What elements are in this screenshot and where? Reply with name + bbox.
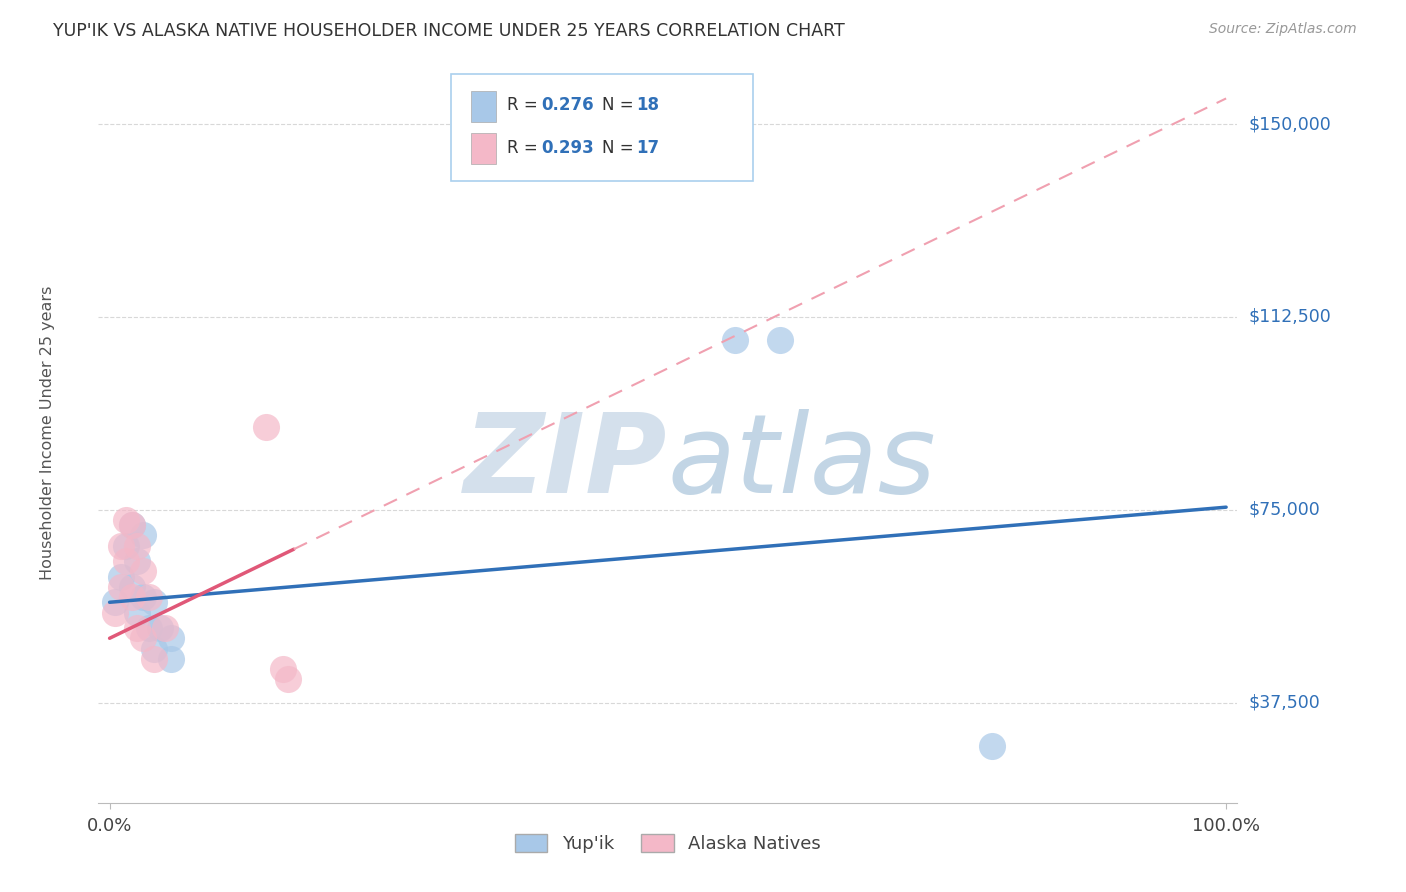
Legend: Yup'ik, Alaska Natives: Yup'ik, Alaska Natives [508,827,828,861]
Point [115,513,138,527]
Point [155,621,177,635]
Text: R =: R = [508,138,543,157]
Text: ZIP: ZIP [464,409,668,516]
FancyBboxPatch shape [451,73,754,181]
Point [254,420,277,434]
Point [768,333,790,347]
Text: Source: ZipAtlas.com: Source: ZipAtlas.com [1209,22,1357,37]
Text: atlas: atlas [668,409,936,516]
Text: 17: 17 [636,138,659,157]
Point [149,621,172,635]
Text: N =: N = [602,96,638,114]
Point [138,621,160,635]
Point [127,606,149,620]
Point [121,590,143,604]
Point [127,621,149,635]
Point [138,590,160,604]
Text: 18: 18 [636,96,659,114]
FancyBboxPatch shape [471,91,496,121]
Point [110,580,132,594]
Point [121,518,143,533]
Point [143,641,166,656]
Point [104,595,127,609]
Point [132,590,155,604]
Point [115,554,138,568]
Point [277,673,299,687]
Point [143,652,166,666]
Point [104,606,127,620]
Text: 0.276: 0.276 [541,96,595,114]
Text: R =: R = [508,96,543,114]
Point [132,528,155,542]
Point [127,539,149,553]
Point [110,539,132,553]
Text: $37,500: $37,500 [1249,694,1320,712]
Text: 0.293: 0.293 [541,138,595,157]
Text: $112,500: $112,500 [1249,308,1331,326]
FancyBboxPatch shape [471,133,496,164]
Text: N =: N = [602,138,638,157]
Text: YUP'IK VS ALASKA NATIVE HOUSEHOLDER INCOME UNDER 25 YEARS CORRELATION CHART: YUP'IK VS ALASKA NATIVE HOUSEHOLDER INCO… [53,22,845,40]
Point [121,518,143,533]
Point [143,595,166,609]
Point [115,539,138,553]
Text: $75,000: $75,000 [1249,500,1320,519]
Point [121,580,143,594]
Text: Householder Income Under 25 years: Householder Income Under 25 years [39,285,55,580]
Point [132,565,155,579]
Point [980,739,1002,754]
Point [160,632,183,646]
Point [724,333,747,347]
Text: $150,000: $150,000 [1249,115,1331,133]
Point [160,652,183,666]
Point [271,662,294,676]
Point [127,554,149,568]
Point [132,632,155,646]
Point [110,569,132,583]
